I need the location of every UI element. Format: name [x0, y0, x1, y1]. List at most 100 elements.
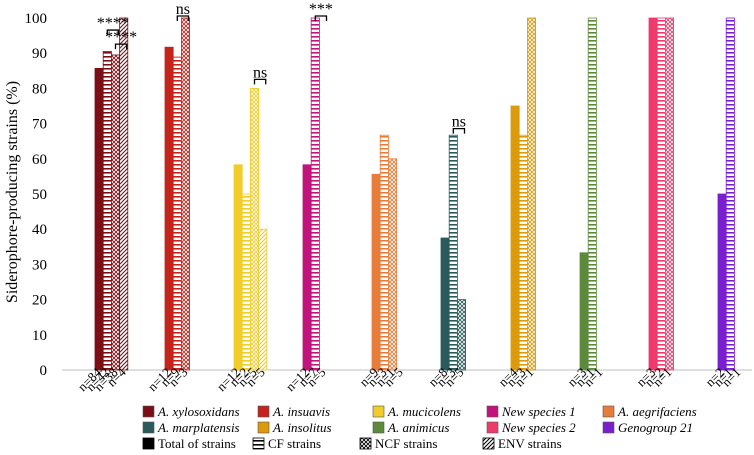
y-tick-label: 40 [32, 222, 47, 238]
legend-swatch [142, 405, 155, 418]
bar [249, 88, 259, 371]
bar-group [233, 88, 268, 371]
y-tick-label: 60 [32, 152, 47, 168]
y-axis-label: Siderophore-producing strains (%) [4, 81, 21, 303]
bar [119, 17, 129, 371]
legend-item: A. insuavis [257, 404, 330, 419]
bar [648, 17, 658, 371]
legend-swatch [602, 405, 615, 418]
bar [448, 134, 458, 371]
legend-item: NCF strains [359, 436, 437, 451]
bar-group [510, 17, 537, 371]
bar [456, 299, 466, 371]
bar [387, 158, 397, 371]
y-tick-label: 30 [32, 257, 47, 273]
legend-swatch [257, 405, 270, 418]
bars [94, 17, 735, 371]
legend-item: ENV strains [482, 436, 562, 451]
legend-item: A. animicus [372, 420, 449, 435]
bar [518, 134, 528, 371]
bar [164, 46, 174, 371]
legend-swatch [482, 437, 495, 450]
bar-group [648, 17, 675, 371]
significance-brackets: ******** ns ns *** ns [97, 1, 466, 134]
bar [440, 237, 450, 371]
legend-item: A. insolitus [257, 420, 332, 435]
legend-item: A. aegrifaciens [602, 404, 697, 419]
legend-label: New species 2 [501, 420, 576, 435]
bar [258, 228, 268, 371]
bar [102, 51, 112, 371]
y-tick-label: 0 [40, 363, 48, 379]
significance-bracket: *** [309, 1, 333, 21]
y-tick-label: 20 [32, 293, 47, 309]
legend-label: A. insuavis [272, 404, 330, 419]
y-tick-label: 70 [32, 117, 47, 133]
bar [527, 17, 537, 371]
significance-bracket: **** [97, 15, 129, 36]
sample-size-labels: n=84n=42n=38n=4 n=12n=9n=3 n=12n=2n=5n=5 n=… [75, 364, 744, 394]
legend-label: NCF strains [375, 436, 437, 451]
bar-group [371, 134, 397, 371]
bar [717, 193, 727, 371]
bar [579, 252, 589, 371]
legend-label: A. animicus [387, 420, 449, 435]
legend-swatch [372, 421, 385, 434]
bar [111, 54, 121, 371]
legend-swatch [602, 421, 615, 434]
bar-group [302, 17, 320, 371]
bar [172, 56, 182, 371]
bar [302, 164, 312, 371]
legend-label: A. aegrifaciens [617, 404, 697, 419]
bar-group [440, 134, 466, 371]
legend-item: New species 1 [486, 404, 576, 419]
bar [371, 173, 381, 371]
bar-group [579, 17, 597, 371]
legend-item: Total of strains [142, 436, 236, 451]
y-tick-label: 90 [32, 46, 47, 62]
bar [233, 164, 243, 371]
bar-group [164, 17, 190, 371]
y-tick-label: 10 [32, 328, 47, 344]
bar [310, 17, 320, 371]
legend-item: A. marplatensis [142, 420, 240, 435]
legend-label: ENV strains [498, 436, 562, 451]
significance-label: **** [97, 15, 129, 32]
legend-swatch [372, 405, 385, 418]
significance-label: ns [452, 114, 466, 131]
y-tick-label: 100 [25, 11, 48, 27]
legend-item: New species 2 [486, 420, 576, 435]
bar-group [94, 17, 129, 371]
significance-label: **** [105, 29, 137, 46]
bar-group [717, 17, 735, 371]
legend-item: CF strains [252, 436, 321, 451]
legend-swatch [142, 437, 155, 450]
legend-label: A. marplatensis [157, 420, 240, 435]
legend-swatch [486, 421, 499, 434]
legend-swatch [252, 437, 265, 450]
legend-item: A. mucicolens [372, 404, 461, 419]
bar [725, 17, 735, 371]
legend-swatch [142, 421, 155, 434]
bar [587, 17, 597, 371]
legend: A. xylosoxidans A. insuavis A. mucicolens N… [142, 404, 697, 451]
significance-label: ns [176, 1, 190, 18]
legend-swatch [257, 421, 270, 434]
legend-label: CF strains [268, 436, 321, 451]
bar [665, 17, 675, 371]
significance-bracket: ns [253, 64, 267, 85]
bar [379, 134, 389, 371]
legend-label: A. xylosoxidans [157, 404, 240, 419]
bar [656, 17, 666, 371]
legend-label: New species 1 [501, 404, 576, 419]
bar [180, 17, 190, 371]
legend-swatch [359, 437, 372, 450]
legend-label: Total of strains [158, 436, 236, 451]
bar [510, 105, 520, 371]
significance-bracket: **** [105, 29, 137, 50]
significance-bracket: ns [452, 114, 466, 134]
bar [241, 193, 251, 371]
legend-item: A. xylosoxidans [142, 404, 240, 419]
significance-label: *** [309, 1, 333, 18]
